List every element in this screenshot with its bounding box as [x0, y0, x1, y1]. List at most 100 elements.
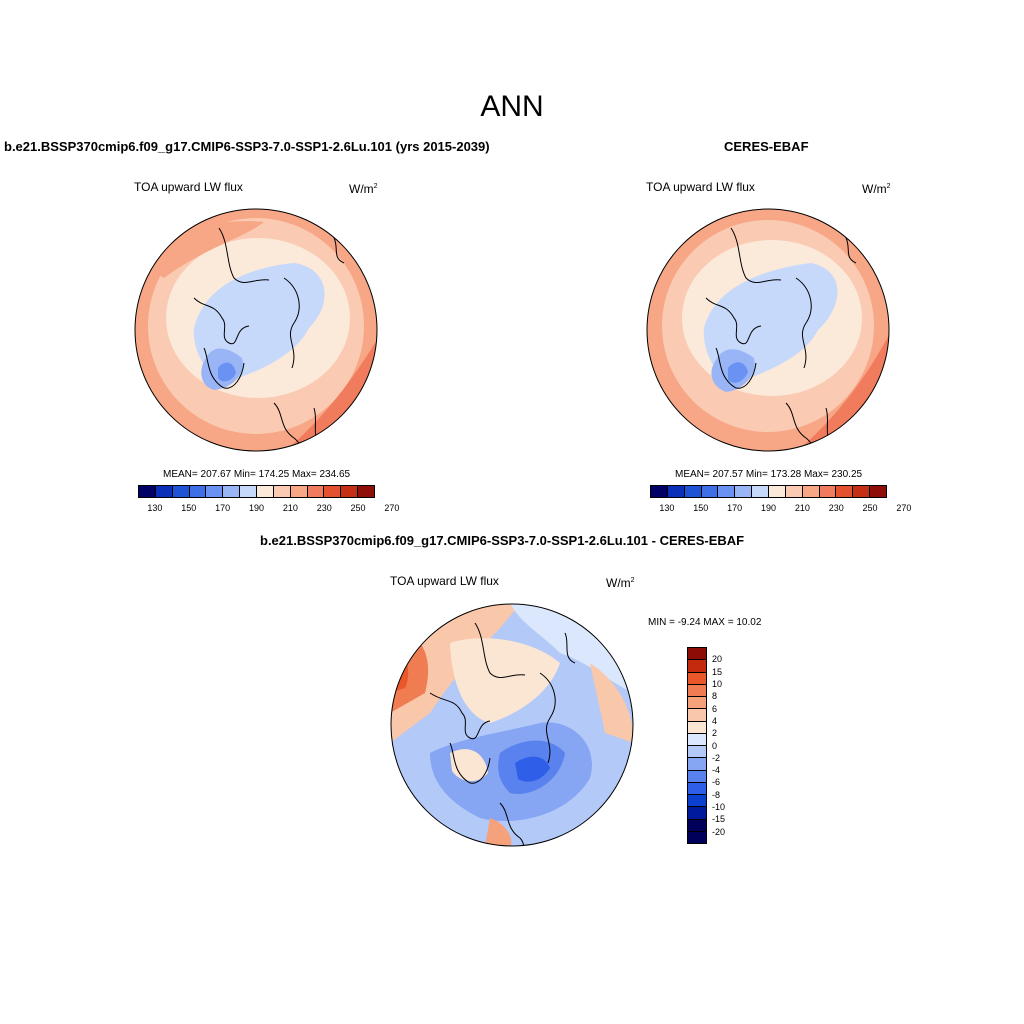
- model-units-label: W/m2: [349, 182, 378, 196]
- colorbar-swatch: [688, 709, 706, 722]
- colorbar-tick-label: 6: [712, 703, 718, 714]
- obs-units-label: W/m2: [862, 182, 891, 196]
- diff-coastlines: [429, 622, 576, 846]
- colorbar-swatch: [667, 486, 685, 497]
- colorbar-swatch: [688, 697, 706, 710]
- diff-colorbar: [687, 647, 707, 844]
- model-field-north-warm: [135, 221, 264, 278]
- diff-field-south-warm: [485, 818, 512, 846]
- colorbar-swatch: [785, 486, 803, 497]
- colorbar-swatch: [358, 486, 375, 497]
- colorbar-swatch: [836, 486, 854, 497]
- colorbar-tick-label: 15: [712, 666, 723, 677]
- colorbar-swatch: [718, 486, 736, 497]
- colorbar-swatch: [290, 486, 308, 497]
- colorbar-tick-label: -15: [712, 814, 726, 825]
- colorbar-tick-label: -2: [712, 752, 721, 763]
- model-variable-label: TOA upward LW flux: [134, 180, 243, 194]
- colorbar-swatch: [324, 486, 342, 497]
- colorbar-swatch: [155, 486, 173, 497]
- colorbar-swatch: [853, 486, 871, 497]
- colorbar-tick-label: 130: [659, 503, 675, 513]
- diff-variable-label: TOA upward LW flux: [390, 574, 499, 588]
- diff-colorbar-ticks: 20 15 10 8 6 4 2 0 -2 -4 -6 -8 -10 -15 -20: [712, 647, 752, 844]
- colorbar-tick-label: 230: [828, 503, 844, 513]
- model-polar-map: [134, 208, 378, 452]
- colorbar-swatch: [223, 486, 241, 497]
- obs-variable-label: TOA upward LW flux: [646, 180, 755, 194]
- diff-stats: MIN = -9.24 MAX = 10.02: [648, 617, 762, 628]
- colorbar-tick-label: 250: [350, 503, 366, 513]
- colorbar-tick-label: 2: [712, 728, 718, 739]
- colorbar-swatch: [819, 486, 837, 497]
- colorbar-swatch: [688, 807, 706, 820]
- obs-colorbar: [650, 485, 887, 498]
- colorbar-swatch: [684, 486, 702, 497]
- diff-polar-map: [390, 603, 634, 847]
- colorbar-tick-label: 230: [316, 503, 332, 513]
- colorbar-tick-label: 270: [384, 503, 400, 513]
- colorbar-swatch: [688, 819, 706, 832]
- model-case-title: b.e21.BSSP370cmip6.f09_g17.CMIP6-SSP3-7.…: [4, 139, 490, 154]
- colorbar-swatch: [206, 486, 224, 497]
- colorbar-tick-label: 0: [712, 740, 718, 751]
- colorbar-tick-label: -20: [712, 826, 726, 837]
- colorbar-tick-label: 170: [727, 503, 743, 513]
- colorbar-swatch: [240, 486, 258, 497]
- colorbar-swatch: [688, 648, 706, 661]
- colorbar-tick-label: 10: [712, 678, 723, 689]
- colorbar-swatch: [139, 486, 156, 497]
- diff-field-east-warm: [590, 663, 633, 743]
- colorbar-swatch: [735, 486, 753, 497]
- colorbar-tick-label: 210: [794, 503, 810, 513]
- colorbar-swatch: [688, 782, 706, 795]
- colorbar-tick-label: 170: [215, 503, 231, 513]
- colorbar-tick-label: -4: [712, 765, 721, 776]
- model-field-greenland-core: [218, 362, 236, 382]
- obs-case-title: CERES-EBAF: [724, 139, 809, 154]
- colorbar-tick-label: 20: [712, 654, 723, 665]
- colorbar-swatch: [870, 486, 887, 497]
- colorbar-swatch: [688, 684, 706, 697]
- colorbar-swatch: [688, 672, 706, 685]
- model-colorbar: [138, 485, 375, 498]
- colorbar-swatch: [172, 486, 190, 497]
- diff-case-title: b.e21.BSSP370cmip6.f09_g17.CMIP6-SSP3-7.…: [260, 533, 745, 548]
- colorbar-swatch: [688, 831, 706, 843]
- diff-field-south-coolest: [515, 756, 550, 782]
- obs-stats: MEAN= 207.57 Min= 173.28 Max= 230.25: [675, 469, 863, 480]
- colorbar-swatch: [189, 486, 207, 497]
- colorbar-swatch: [688, 795, 706, 808]
- diff-units-label: W/m2: [606, 576, 635, 590]
- figure-title: ANN: [480, 90, 544, 123]
- obs-field-greenland-core: [728, 362, 748, 383]
- colorbar-swatch: [688, 733, 706, 746]
- colorbar-tick-label: 270: [896, 503, 912, 513]
- colorbar-swatch: [701, 486, 719, 497]
- colorbar-tick-label: 190: [760, 503, 777, 513]
- colorbar-tick-label: 4: [712, 715, 718, 726]
- colorbar-tick-label: -10: [712, 802, 726, 813]
- colorbar-swatch: [257, 486, 274, 497]
- colorbar-tick-label: -6: [712, 777, 721, 788]
- colorbar-swatch: [688, 721, 706, 734]
- colorbar-tick-label: 190: [248, 503, 265, 513]
- colorbar-swatch: [688, 770, 706, 783]
- colorbar-swatch: [651, 486, 668, 497]
- colorbar-tick-label: 250: [862, 503, 878, 513]
- colorbar-swatch: [273, 486, 291, 497]
- colorbar-tick-label: 150: [693, 503, 709, 513]
- colorbar-tick-label: 8: [712, 691, 718, 702]
- colorbar-swatch: [307, 486, 325, 497]
- colorbar-tick-label: 150: [181, 503, 197, 513]
- colorbar-swatch: [341, 486, 359, 497]
- colorbar-swatch: [688, 758, 706, 771]
- colorbar-tick-label: -8: [712, 789, 721, 800]
- obs-polar-map: [646, 208, 890, 452]
- colorbar-swatch: [688, 746, 706, 759]
- diff-field-central-warm: [450, 638, 560, 723]
- colorbar-tick-label: 210: [282, 503, 298, 513]
- model-stats: MEAN= 207.67 Min= 174.25 Max= 234.65: [163, 469, 351, 480]
- colorbar-swatch: [688, 660, 706, 673]
- colorbar-swatch: [802, 486, 820, 497]
